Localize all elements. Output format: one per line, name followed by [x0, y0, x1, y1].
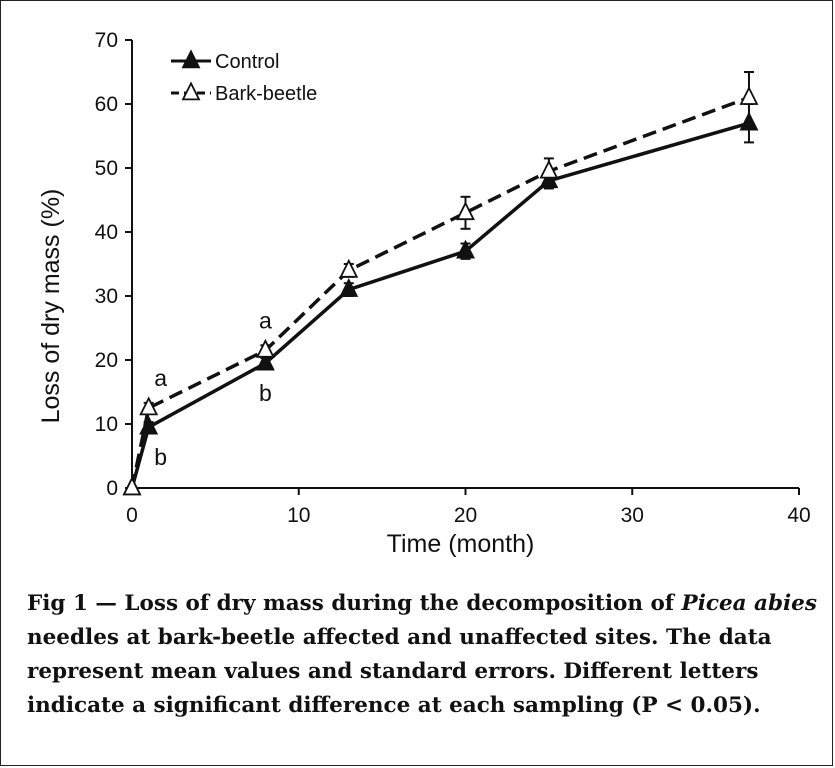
bark-beetle-point-3: [339, 258, 359, 278]
caption-species: Picea abies: [681, 591, 817, 616]
figure-caption: Fig 1 — Loss of dry mass during the deco…: [27, 587, 817, 723]
control-point-4: [456, 239, 475, 259]
control-point-3: [339, 277, 359, 297]
control-point-6: [739, 111, 759, 131]
y-axis-label: Loss of dry mass (%): [37, 189, 65, 424]
caption-prefix: Fig 1 — Loss of dry mass during the deco…: [27, 591, 682, 616]
control-point-1: [139, 415, 159, 435]
bark-beetle-point-5: [539, 159, 559, 179]
y-tick-label-20: 20: [95, 349, 118, 372]
control-point-5: [539, 169, 559, 189]
x-tick-label-20: 20: [454, 504, 477, 527]
bark-beetle-point-0: [122, 476, 142, 496]
loss-of-dry-mass-chart: 0 10 20 30 40 50 60 70 0 10 20 30 40 Time (month) Loss…: [37, 29, 811, 558]
x-tick-label-40: 40: [787, 504, 810, 527]
y-tick-label-10: 10: [95, 413, 118, 436]
bark-beetle-point-4: [456, 201, 475, 221]
y-tick-label-50: 50: [95, 157, 118, 180]
y-tick-label-0: 0: [106, 477, 118, 500]
bark-beetle-point-2: [255, 338, 275, 358]
significance-letter-2: a: [259, 307, 272, 333]
bark-beetle-point-6: [739, 85, 759, 105]
y-tick-label-40: 40: [95, 221, 118, 244]
caption-suffix: needles at bark-beetle affected and unaf…: [27, 625, 772, 718]
control-series-line: [130, 121, 750, 489]
x-tick-label-0: 0: [126, 504, 138, 527]
significance-letter-1: b: [154, 444, 167, 470]
x-tick-label-10: 10: [287, 504, 310, 527]
legend-control-marker: [181, 49, 201, 69]
legend-control-label: Control: [215, 51, 279, 73]
legend-bark-beetle-marker: [181, 81, 201, 101]
bark-beetle-point-1: [139, 396, 159, 416]
control-point-2: [255, 351, 275, 371]
legend-bark-beetle-label: Bark-beetle: [215, 83, 317, 105]
y-tick-label-70: 70: [95, 29, 118, 52]
y-tick-label-30: 30: [95, 285, 118, 308]
x-tick-label-30: 30: [621, 504, 644, 527]
significance-letter-0: a: [154, 365, 167, 391]
bark-beetle-series-line: [130, 95, 750, 489]
y-tick-label-60: 60: [95, 93, 118, 116]
x-axis-label: Time (month): [387, 530, 535, 558]
significance-letter-3: b: [259, 380, 272, 406]
